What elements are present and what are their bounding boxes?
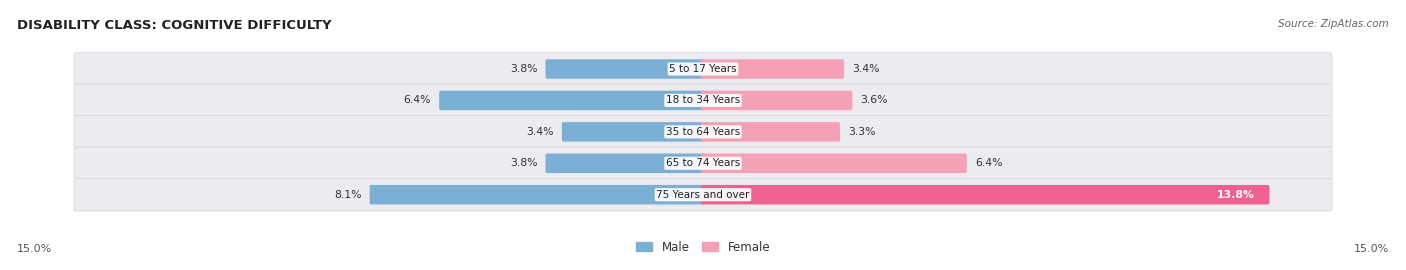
- FancyBboxPatch shape: [546, 59, 704, 79]
- Text: 65 to 74 Years: 65 to 74 Years: [666, 158, 740, 168]
- Text: 75 Years and over: 75 Years and over: [657, 190, 749, 200]
- FancyBboxPatch shape: [75, 84, 1331, 117]
- FancyBboxPatch shape: [702, 122, 839, 141]
- FancyBboxPatch shape: [75, 147, 1331, 180]
- FancyBboxPatch shape: [562, 122, 704, 141]
- FancyBboxPatch shape: [702, 59, 844, 79]
- FancyBboxPatch shape: [439, 91, 704, 110]
- FancyBboxPatch shape: [75, 53, 1331, 85]
- FancyBboxPatch shape: [370, 185, 704, 204]
- Text: 3.3%: 3.3%: [848, 127, 876, 137]
- Text: 18 to 34 Years: 18 to 34 Years: [666, 95, 740, 106]
- Text: 3.4%: 3.4%: [526, 127, 554, 137]
- Text: 3.8%: 3.8%: [510, 158, 537, 168]
- Text: 8.1%: 8.1%: [335, 190, 361, 200]
- Text: 15.0%: 15.0%: [1354, 244, 1389, 254]
- FancyBboxPatch shape: [546, 154, 704, 173]
- Legend: Male, Female: Male, Female: [636, 241, 770, 254]
- Text: 5 to 17 Years: 5 to 17 Years: [669, 64, 737, 74]
- Text: 6.4%: 6.4%: [404, 95, 432, 106]
- Text: 15.0%: 15.0%: [17, 244, 52, 254]
- Text: 3.8%: 3.8%: [510, 64, 537, 74]
- Text: 35 to 64 Years: 35 to 64 Years: [666, 127, 740, 137]
- Text: DISABILITY CLASS: COGNITIVE DIFFICULTY: DISABILITY CLASS: COGNITIVE DIFFICULTY: [17, 19, 332, 32]
- Text: 13.8%: 13.8%: [1218, 190, 1256, 200]
- FancyBboxPatch shape: [75, 178, 1331, 211]
- FancyBboxPatch shape: [702, 185, 1270, 204]
- Text: Source: ZipAtlas.com: Source: ZipAtlas.com: [1278, 19, 1389, 29]
- Text: 3.4%: 3.4%: [852, 64, 880, 74]
- FancyBboxPatch shape: [75, 116, 1331, 148]
- FancyBboxPatch shape: [702, 91, 852, 110]
- FancyBboxPatch shape: [702, 154, 967, 173]
- Text: 3.6%: 3.6%: [860, 95, 889, 106]
- Text: 6.4%: 6.4%: [974, 158, 1002, 168]
